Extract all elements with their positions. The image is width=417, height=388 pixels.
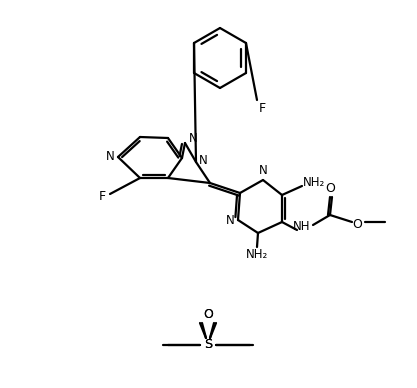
- Text: S: S: [204, 338, 212, 352]
- Text: NH: NH: [293, 220, 311, 234]
- Text: N: N: [106, 151, 114, 163]
- Text: NH₂: NH₂: [246, 248, 268, 262]
- Text: S: S: [204, 338, 212, 352]
- Text: NH₂: NH₂: [303, 177, 325, 189]
- Text: O: O: [203, 308, 213, 322]
- Text: F: F: [259, 102, 266, 114]
- Text: N: N: [226, 213, 234, 227]
- Text: O: O: [352, 218, 362, 230]
- Text: N: N: [259, 165, 267, 177]
- Text: N: N: [198, 154, 207, 168]
- Text: O: O: [203, 308, 213, 322]
- Text: O: O: [325, 182, 335, 194]
- Text: N: N: [188, 132, 197, 144]
- Text: F: F: [98, 191, 106, 203]
